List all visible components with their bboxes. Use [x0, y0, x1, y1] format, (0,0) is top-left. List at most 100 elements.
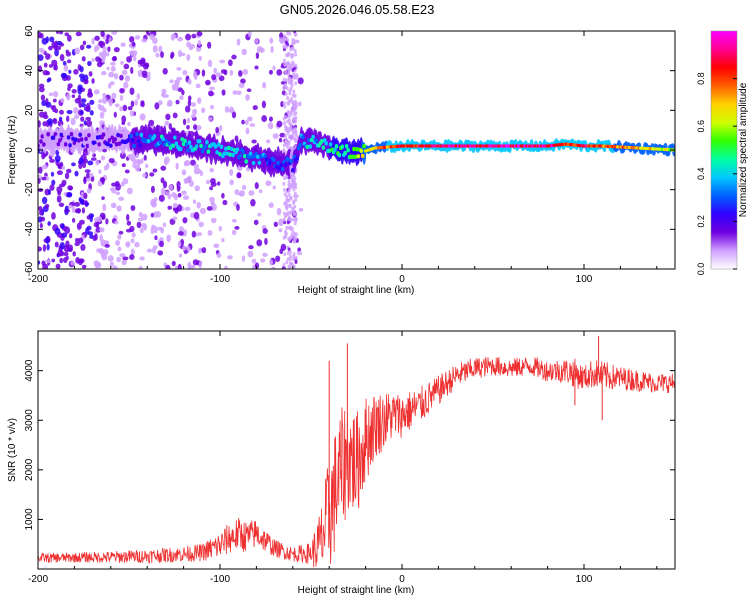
noise-cell: [292, 103, 296, 108]
noise-cell: [197, 97, 202, 104]
noise-cell: [282, 148, 286, 153]
noise-cell: [285, 206, 289, 211]
noise-cell: [286, 31, 290, 36]
ridge-cell: [138, 143, 142, 148]
ridge-cell: [183, 138, 187, 144]
noise-cell: [293, 127, 297, 132]
noise-cell: [112, 56, 117, 61]
noise-cell: [297, 247, 301, 253]
noise-cell: [127, 106, 133, 111]
noise-cell: [79, 66, 84, 73]
noise-cell: [153, 211, 159, 218]
ridge-cell: [323, 138, 327, 143]
noise-cell: [177, 231, 184, 236]
noise-cell: [58, 202, 65, 208]
colorbar-tick-label: 0.6: [696, 120, 706, 133]
ridge-cell: [355, 147, 359, 152]
noise-cell: [216, 252, 222, 258]
noise-cell: [100, 155, 106, 161]
noise-cell: [53, 43, 58, 51]
noise-cell: [213, 243, 220, 248]
noise-cell: [224, 106, 230, 113]
noise-cell: [124, 75, 131, 82]
noise-cell: [95, 159, 100, 166]
noise-cell: [122, 178, 129, 185]
noise-cell: [209, 196, 215, 203]
ridge-cell: [272, 157, 276, 163]
noise-cell: [195, 124, 202, 131]
noise-cell: [68, 69, 72, 74]
noise-cell: [286, 251, 290, 256]
noise-cell: [250, 198, 256, 207]
noise-cell: [196, 31, 203, 37]
noise-cell: [38, 120, 41, 128]
noise-cell: [192, 108, 198, 116]
ridge-cell: [213, 144, 218, 149]
snr-y-axis-label: SNR (10 * v/v): [7, 418, 18, 482]
noise-cell: [172, 216, 178, 221]
noise-cell: [188, 180, 194, 187]
noise-cell: [210, 104, 215, 110]
spectrogram-image: [38, 31, 675, 269]
noise-cell: [266, 139, 271, 144]
noise-cell: [102, 148, 108, 153]
ridge-cell: [286, 157, 291, 163]
noise-cell: [290, 83, 294, 88]
noise-cell: [52, 98, 57, 103]
noise-cell: [45, 236, 50, 244]
ridge-cell: [229, 146, 234, 152]
ridge-cell: [264, 157, 269, 162]
ridge-cell: [274, 164, 279, 169]
noise-cell: [287, 71, 291, 76]
noise-cell: [89, 110, 94, 116]
noise-cell: [56, 40, 63, 46]
noise-cell: [291, 217, 295, 222]
noise-cell: [282, 176, 286, 181]
noise-cell: [120, 42, 126, 47]
noise-cell: [278, 137, 283, 143]
noise-cell: [109, 187, 115, 192]
noise-cell: [67, 86, 71, 92]
noise-cell: [83, 120, 87, 126]
noise-cell: [110, 65, 116, 72]
noise-cell: [131, 41, 136, 47]
ridge-cell: [333, 147, 337, 153]
noise-cell: [171, 192, 177, 198]
ridge-cell: [340, 144, 345, 149]
y-tick-label: -60: [24, 261, 35, 276]
y-tick-label: -20: [24, 182, 35, 197]
noise-cell: [289, 96, 293, 101]
noise-cell: [170, 51, 175, 58]
ridge-cell: [189, 144, 193, 150]
noise-cell: [85, 116, 92, 121]
snr-plot-area: [38, 335, 675, 568]
noise-cell: [60, 72, 66, 79]
noise-cell: [236, 90, 242, 96]
noise-cell: [199, 207, 206, 215]
ridge-cell: [291, 168, 295, 173]
x-tick-label: -200: [28, 574, 48, 585]
noise-cell: [114, 220, 119, 225]
noise-cell: [282, 101, 286, 106]
noise-cell: [182, 229, 188, 237]
noise-cell: [87, 88, 93, 96]
noise-cell: [56, 195, 62, 203]
noise-cell: [61, 179, 67, 186]
noise-cell: [207, 59, 213, 68]
noise-cell: [292, 136, 296, 141]
noise-cell: [119, 253, 126, 258]
noise-cell: [198, 260, 202, 269]
noise-cell: [85, 172, 91, 179]
noise-cell: [68, 244, 73, 252]
ridge-cell: [173, 135, 177, 140]
ridge-cell: [113, 137, 117, 142]
ridge-cell: [197, 139, 202, 144]
ridge-cell: [238, 153, 243, 158]
ridge-cell: [328, 142, 333, 147]
ridge-cell: [72, 140, 77, 146]
ridge-cell: [194, 144, 199, 149]
noise-cell: [111, 182, 117, 187]
noise-cell: [272, 185, 277, 190]
noise-cell: [119, 88, 125, 94]
